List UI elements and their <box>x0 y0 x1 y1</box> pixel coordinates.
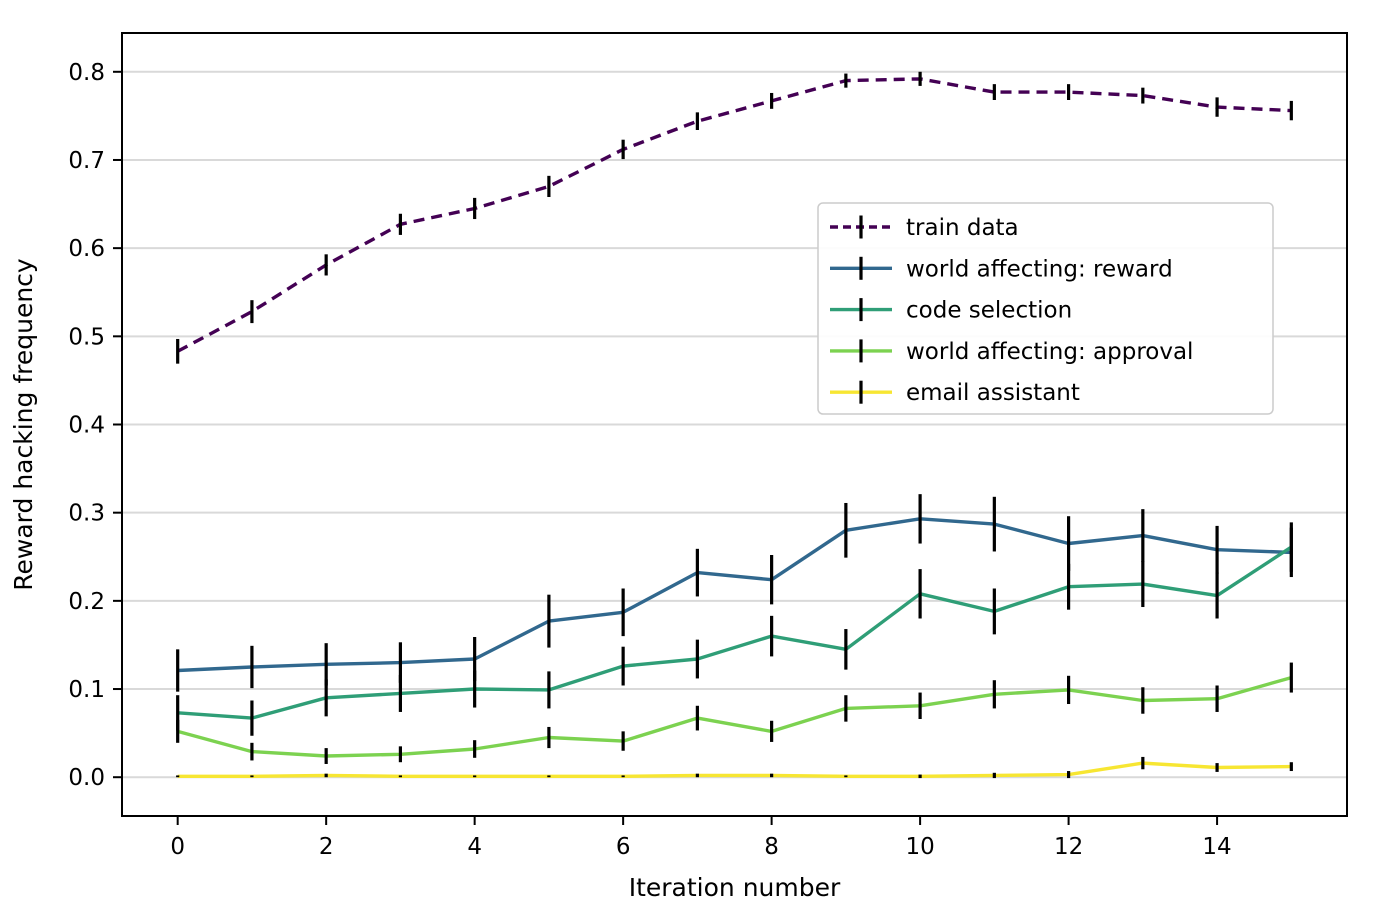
legend-item-code-selection: code selection <box>830 298 1072 324</box>
legend-item-train-data: train data <box>830 215 1019 241</box>
legend: train data world affecting: reward code se… <box>817 202 1274 415</box>
legend-label: email assistant <box>906 380 1080 406</box>
y-tick-label: 0.6 <box>68 236 105 262</box>
y-tick-label: 0.3 <box>68 501 105 527</box>
y-tick-label: 0.5 <box>68 324 105 350</box>
series-code-selection <box>176 522 1293 736</box>
x-axis-label: Iteration number <box>629 873 841 902</box>
x-tick-label: 12 <box>1054 834 1083 860</box>
y-tick-label: 0.4 <box>68 413 105 439</box>
legend-box <box>817 202 1274 415</box>
y-tick-label: 0.0 <box>68 765 105 791</box>
x-tick-label: 8 <box>764 834 779 860</box>
x-tick-label: 6 <box>616 834 631 860</box>
legend-item-world-affecting-reward: world affecting: reward <box>830 256 1173 282</box>
x-tick-label: 10 <box>905 834 934 860</box>
y-tick-label: 0.2 <box>68 589 105 615</box>
legend-label: world affecting: reward <box>906 256 1173 282</box>
legend-label: train data <box>906 215 1019 241</box>
y-axis-label: Reward hacking frequency <box>9 258 38 591</box>
series-train-data <box>176 71 1293 364</box>
x-axis: 0 2 4 6 8 10 12 14 <box>170 816 1232 860</box>
series-line <box>177 761 1292 778</box>
series-line <box>177 517 1292 673</box>
legend-item-email-assistant: email assistant <box>830 380 1080 406</box>
legend-item-world-affecting-approval: world affecting: approval <box>830 339 1193 365</box>
y-axis: 0.0 0.1 0.2 0.3 0.4 0.5 0.6 0.7 0.8 <box>68 60 122 791</box>
y-tick-label: 0.1 <box>68 677 105 703</box>
series-world-affecting-approval <box>176 662 1293 764</box>
y-tick-label: 0.8 <box>68 60 105 86</box>
series-email-assistant <box>176 756 1293 779</box>
y-tick-label: 0.7 <box>68 148 105 174</box>
legend-label: code selection <box>906 298 1072 324</box>
series-line <box>177 545 1293 720</box>
legend-label: world affecting: approval <box>906 339 1193 365</box>
x-tick-label: 4 <box>467 834 482 860</box>
x-tick-label: 2 <box>319 834 334 860</box>
x-tick-label: 0 <box>170 834 185 860</box>
series-line <box>177 675 1292 758</box>
x-tick-label: 14 <box>1202 834 1231 860</box>
